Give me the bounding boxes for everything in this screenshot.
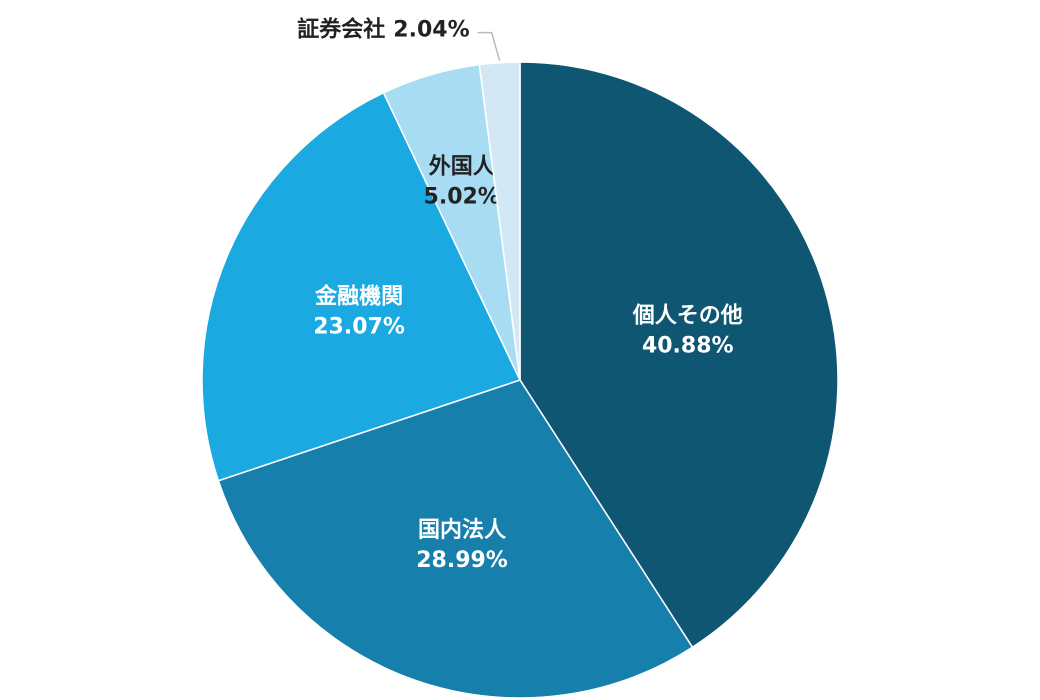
value-label: 23.07% (313, 314, 405, 339)
pie-slice (519, 61, 839, 649)
value-label: 28.99% (416, 548, 508, 573)
category-label: 個人その他 (632, 304, 743, 329)
pie-slice (201, 91, 522, 482)
category-label: 金融機関 (314, 283, 403, 309)
slice-label: 証券会社 2.04% (297, 17, 469, 43)
pie-slice (217, 379, 694, 699)
pie-slice (478, 61, 521, 381)
category-label: 国内法人 (418, 518, 506, 543)
category-label: 外国人 (429, 154, 495, 180)
value-label: 5.02% (424, 185, 500, 210)
leader-line (477, 31, 501, 61)
value-label: 2.04% (393, 18, 469, 43)
category-label: 証券会社 (297, 17, 385, 43)
value-label: 40.88% (642, 334, 734, 359)
